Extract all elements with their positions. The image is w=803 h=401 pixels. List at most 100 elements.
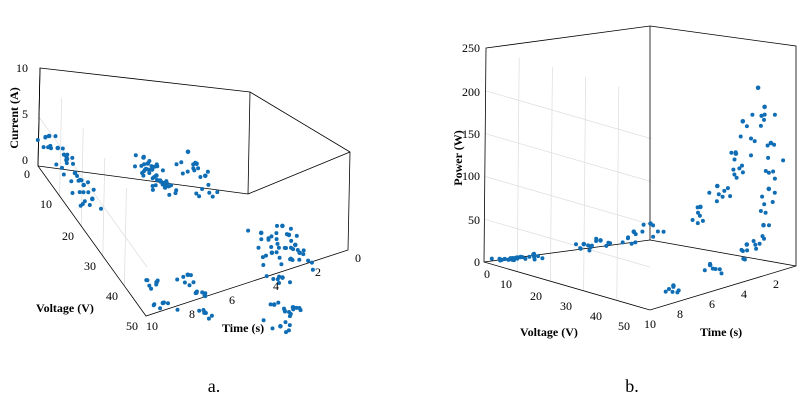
panel-a-point-18-0 bbox=[309, 260, 314, 265]
panel-a-point-8-2 bbox=[71, 161, 75, 166]
panel-a-point-13-1 bbox=[200, 187, 205, 191]
panel-a-ytick-40: 40 bbox=[106, 289, 118, 303]
panel-b-gridline-z3 bbox=[485, 133, 652, 182]
panel-a-point-27 bbox=[269, 250, 275, 256]
panel-b-point-15 bbox=[766, 186, 772, 192]
panel-a-point-8-0 bbox=[60, 165, 64, 170]
panel-a-point-29-1 bbox=[287, 314, 292, 319]
panel-b-point-9 bbox=[715, 183, 720, 189]
panel-a-point-13-0 bbox=[180, 171, 185, 176]
panel-a-point-5-4 bbox=[150, 187, 155, 192]
panel-a-point-24-3 bbox=[282, 308, 287, 313]
panel-a-point-14-5 bbox=[215, 190, 220, 195]
panel-b-point-16-5 bbox=[760, 234, 765, 239]
panel-a-point-16 bbox=[286, 232, 292, 238]
panel-a-point-10-1 bbox=[81, 190, 86, 195]
panel-a-point-11-5 bbox=[80, 202, 85, 206]
panel-a-point-19-3 bbox=[175, 277, 180, 282]
panel-a-point-15-4 bbox=[288, 226, 293, 231]
panel-a-point-27-4 bbox=[260, 255, 265, 260]
panel-a-point-cloud bbox=[35, 133, 315, 335]
panel-a-point-13-5 bbox=[192, 168, 197, 173]
panel-a-point-25-5 bbox=[261, 318, 266, 323]
panel-a-point-29-5 bbox=[297, 306, 302, 310]
panel-b-point-9-0 bbox=[728, 194, 733, 199]
panel-b-point-14 bbox=[768, 140, 774, 146]
panel-a-point-21-5 bbox=[202, 310, 207, 315]
panel-b-point-11-4 bbox=[749, 153, 753, 158]
panel-b-point-5 bbox=[598, 238, 603, 243]
panel-a-point-27-3 bbox=[279, 262, 284, 267]
panel-a-point-16-4 bbox=[275, 241, 280, 246]
panel-b-ztick-200: 200 bbox=[462, 85, 480, 99]
panel-a-point-4-2 bbox=[153, 183, 158, 188]
panel-b-gridline-z2 bbox=[484, 176, 651, 225]
panel-b-box bbox=[483, 25, 797, 311]
panel-a-point-1-3 bbox=[152, 164, 157, 169]
panel-b-point-1-0 bbox=[507, 257, 512, 262]
panel-b-point-6-2 bbox=[633, 232, 638, 237]
panel-a-point-22-4 bbox=[147, 283, 152, 288]
panel-b-point-13-3 bbox=[772, 142, 777, 147]
panel-b-gridline-v2 bbox=[550, 67, 553, 282]
panel-b-point-18-3 bbox=[710, 266, 715, 271]
panel-a-point-10-0 bbox=[79, 178, 84, 183]
panel-b-point-17 bbox=[744, 242, 750, 247]
panel-a-point-18-2 bbox=[306, 258, 311, 263]
panel-a-point-27-5 bbox=[274, 250, 279, 255]
panel-a-point-14-2 bbox=[210, 194, 215, 199]
panel-b-ytick-30: 30 bbox=[560, 299, 572, 313]
panel-a-point-6-5 bbox=[43, 134, 48, 139]
panel-b-xtick-2: 2 bbox=[773, 277, 779, 291]
panel-a-point-0-3 bbox=[141, 154, 146, 159]
panel-b-point-11-0 bbox=[732, 157, 737, 162]
panel-b-point-18-5 bbox=[702, 268, 707, 273]
panel-a-point-24-1 bbox=[268, 302, 273, 307]
panel-a-point-26-5 bbox=[256, 245, 261, 250]
panel-b-point-18-0 bbox=[717, 267, 722, 272]
panel-a-point-18-5 bbox=[288, 257, 293, 262]
panel-a-point-18-1 bbox=[310, 267, 315, 272]
panel-a-point-16-1 bbox=[294, 233, 299, 238]
panel-b-point-cloud bbox=[489, 85, 786, 295]
panel-a-point-14-1 bbox=[194, 191, 199, 196]
panel-a-point-23-1 bbox=[158, 306, 163, 311]
panel-a-point-8-5 bbox=[54, 162, 59, 167]
panel-a-point-9-5 bbox=[61, 172, 66, 177]
panel-a-point-12-3 bbox=[191, 162, 196, 167]
panel-a-point-22-0 bbox=[149, 286, 154, 291]
panel-a-point-21-3 bbox=[209, 313, 214, 318]
panel-a-point-23-0 bbox=[175, 307, 180, 312]
panel-a-point-26-4 bbox=[246, 228, 251, 233]
panel-a-point-28-1 bbox=[288, 280, 292, 285]
panel-a-point-26-2 bbox=[269, 245, 274, 249]
panel-b-point-12-0 bbox=[744, 124, 749, 129]
panel-a-point-18 bbox=[297, 250, 302, 256]
panel-a-point-12-0 bbox=[174, 162, 179, 167]
panel-a-point-21-1 bbox=[197, 308, 202, 313]
panel-a-point-20-5 bbox=[194, 289, 199, 294]
panel-a-point-15-1 bbox=[275, 223, 279, 228]
panel-b-point-7-2 bbox=[640, 229, 645, 234]
panel-a-current-3d-scatter: 10 5 0 Current (A) 0 10 20 30 40 50 Volt… bbox=[7, 61, 361, 396]
panel-a-point-12-5 bbox=[179, 160, 184, 165]
panel-b-ytick-0: 0 bbox=[484, 267, 490, 281]
panel-a-point-17 bbox=[293, 242, 298, 248]
panel-a-point-11-1 bbox=[87, 203, 92, 207]
panel-a-point-20-4 bbox=[202, 293, 207, 298]
panel-a-point-14-4 bbox=[207, 190, 212, 195]
panel-b-point-9-4 bbox=[714, 199, 719, 204]
panel-a-point-0-4 bbox=[133, 153, 138, 158]
panel-b-point-8-5 bbox=[690, 218, 695, 222]
panel-a-point-28 bbox=[280, 275, 285, 280]
panel-a-point-5-2 bbox=[167, 192, 172, 197]
panel-a-point-24-5 bbox=[276, 300, 281, 305]
panel-b-point-17-4 bbox=[739, 247, 744, 252]
panel-b-point-7-3 bbox=[655, 229, 660, 234]
panel-a-point-27-0 bbox=[277, 255, 282, 260]
panel-a-point-20-3 bbox=[200, 290, 205, 295]
panel-a-ztick-5: 5 bbox=[22, 107, 28, 121]
panel-a-point-14-3 bbox=[198, 175, 203, 179]
panel-a-point-4-5 bbox=[150, 176, 155, 181]
panel-b-point-13-0 bbox=[749, 136, 753, 141]
